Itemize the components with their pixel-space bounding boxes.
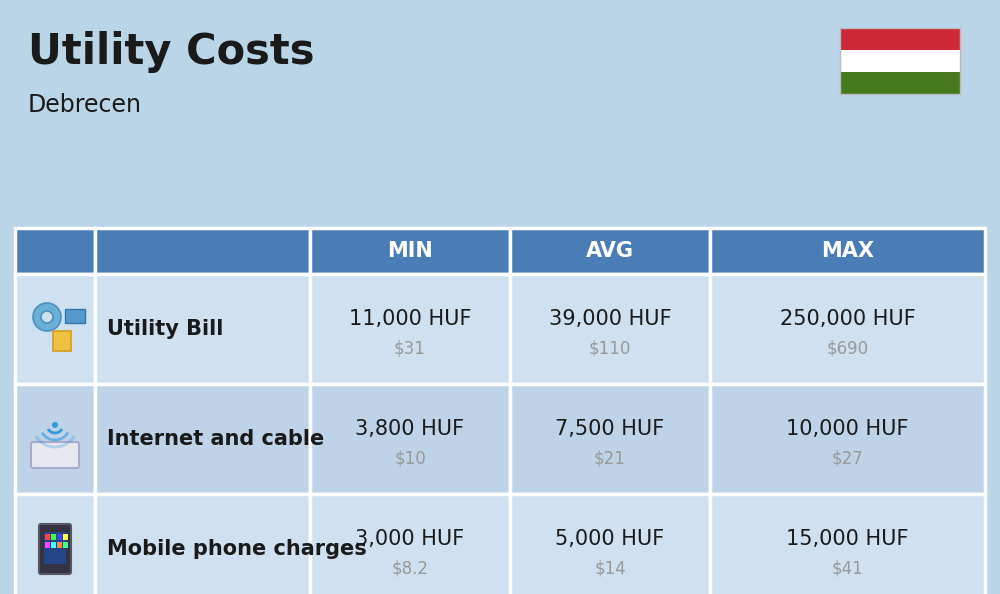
Bar [95,384,310,494]
Bar [44,532,66,564]
Bar [310,494,510,594]
Bar [710,494,985,594]
Text: Internet and cable: Internet and cable [107,429,324,449]
Bar [15,384,95,494]
Text: Utility Costs: Utility Costs [28,31,314,73]
Text: $10: $10 [394,450,426,468]
Bar [710,274,985,384]
Text: 250,000 HUF: 250,000 HUF [780,309,915,329]
Bar [95,494,310,594]
Bar [95,228,310,274]
Bar [840,72,960,94]
Bar [51,534,56,540]
Bar [63,534,68,540]
Bar [15,494,95,594]
Text: $14: $14 [594,560,626,578]
Bar [57,542,62,548]
Bar [45,534,50,540]
Bar [45,542,50,548]
Text: AVG: AVG [586,241,634,261]
Bar [15,274,95,384]
Bar [710,384,985,494]
Circle shape [52,422,58,428]
Text: Utility Bill: Utility Bill [107,319,223,339]
Text: MIN: MIN [387,241,433,261]
Text: $690: $690 [826,340,869,358]
Bar [840,50,960,72]
Bar [63,542,68,548]
Bar [310,274,510,384]
Text: Debrecen: Debrecen [28,93,142,117]
Text: $41: $41 [832,560,863,578]
Bar [53,331,71,351]
Text: $21: $21 [594,450,626,468]
Bar [840,28,960,94]
Text: $31: $31 [394,340,426,358]
Text: 11,000 HUF: 11,000 HUF [349,309,471,329]
FancyBboxPatch shape [31,442,79,468]
FancyBboxPatch shape [39,524,71,574]
Bar [310,384,510,494]
Bar [510,384,710,494]
Bar [95,274,310,384]
Text: 3,800 HUF: 3,800 HUF [355,419,465,439]
Bar [840,28,960,50]
Text: 10,000 HUF: 10,000 HUF [786,419,909,439]
Text: 15,000 HUF: 15,000 HUF [786,529,909,549]
Text: $27: $27 [832,450,863,468]
Bar [510,228,710,274]
Text: MAX: MAX [821,241,874,261]
Bar [510,274,710,384]
Bar [710,228,985,274]
Text: 7,500 HUF: 7,500 HUF [555,419,665,439]
Text: 3,000 HUF: 3,000 HUF [355,529,465,549]
Text: $110: $110 [589,340,631,358]
Text: 39,000 HUF: 39,000 HUF [549,309,671,329]
Bar [15,228,95,274]
Text: Mobile phone charges: Mobile phone charges [107,539,367,559]
Text: 5,000 HUF: 5,000 HUF [555,529,665,549]
Bar [57,534,62,540]
Bar [65,309,85,323]
Bar [51,542,56,548]
Circle shape [41,311,53,323]
Circle shape [33,303,61,331]
Bar [310,228,510,274]
Bar [510,494,710,594]
Text: $8.2: $8.2 [392,560,428,578]
